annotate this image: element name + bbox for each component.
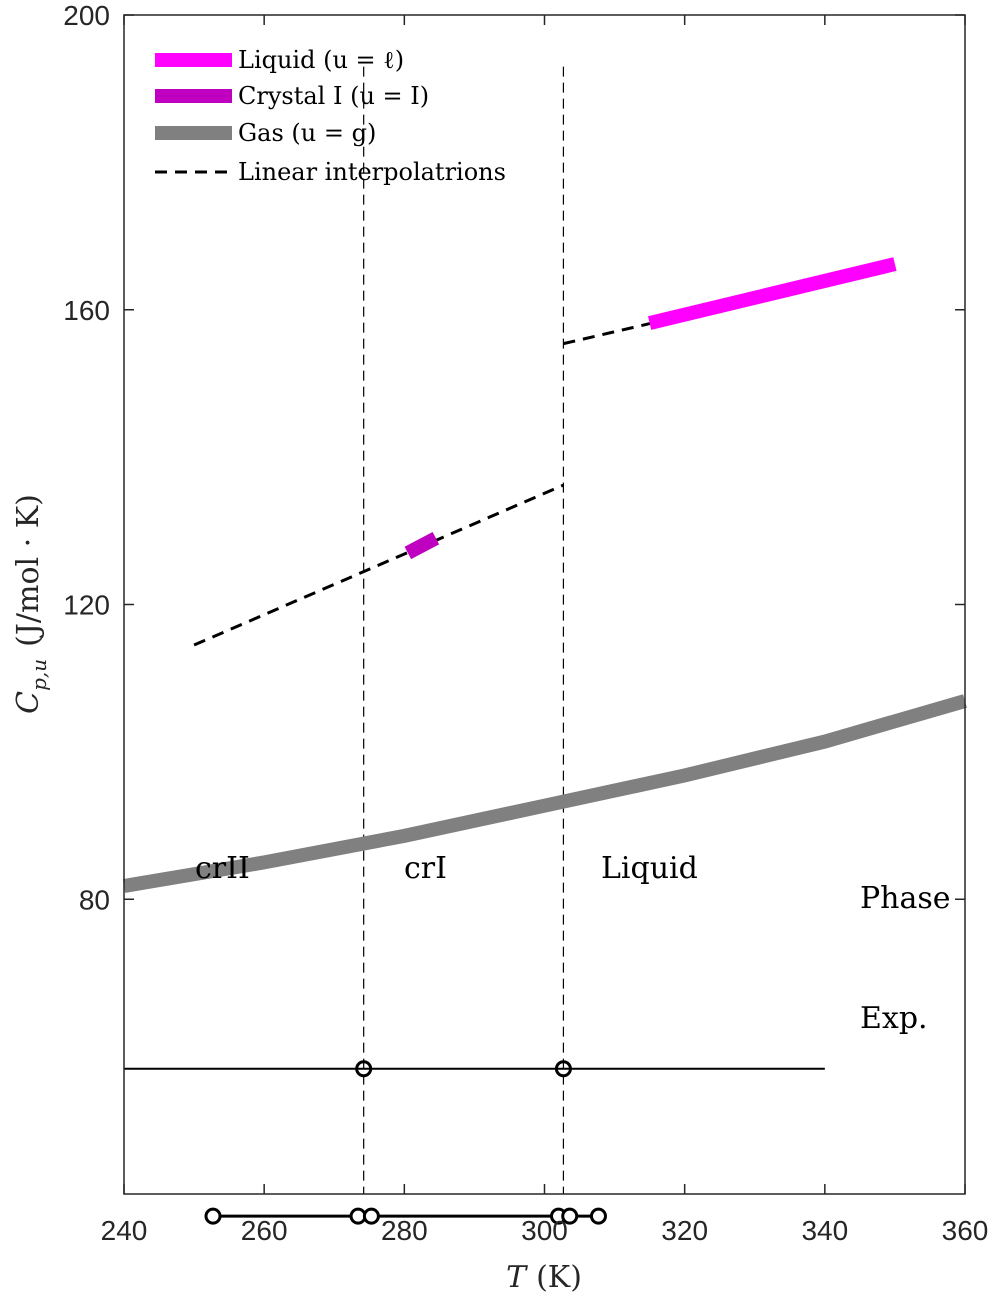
exp-marker-5 <box>589 1207 607 1225</box>
exp-marker-0 <box>204 1207 222 1225</box>
x-ticks: 240 260 280 300 320 340 360 <box>101 15 989 1246</box>
plot-area <box>124 15 965 1194</box>
x-tick-label-360: 360 <box>942 1215 989 1246</box>
phase-labels: crII crI Liquid <box>195 851 698 886</box>
exp-row-label: Exp. <box>860 1001 928 1036</box>
gas-curve <box>122 694 967 893</box>
crystal-curve <box>404 531 440 560</box>
phase-line <box>124 1060 825 1078</box>
x-axis-unit: (K) <box>536 1260 582 1295</box>
legend: Liquid (u = ℓ) Crystal I (u = I) Gas (u … <box>155 46 506 186</box>
phase-label-liquid: Liquid <box>601 851 698 886</box>
y-tick-label-160: 160 <box>63 295 110 326</box>
legend-label-gas: Gas (u = g) <box>238 119 376 147</box>
phase-marker-0 <box>355 1060 373 1078</box>
phase-label-crI: crI <box>404 851 447 886</box>
crystal-series <box>404 531 440 560</box>
phase-label-crII: crII <box>195 851 250 886</box>
y-axis-var: C <box>11 691 46 714</box>
x-tick-label-320: 320 <box>661 1215 708 1246</box>
x-axis-label: T (K) <box>506 1260 582 1295</box>
y-axis-sub: p,u <box>27 659 51 691</box>
legend-label-liquid: Liquid (u = ℓ) <box>238 46 404 74</box>
x-tick-label-340: 340 <box>801 1215 848 1246</box>
phase-marker-1 <box>554 1060 572 1078</box>
exp-line <box>204 1207 607 1225</box>
exp-marker-4 <box>561 1207 579 1225</box>
y-tick-label-80: 80 <box>79 884 110 915</box>
y-tick-label-200: 200 <box>63 0 110 31</box>
y-ticks: 80 120 160 200 <box>63 0 965 915</box>
interp-segment-0 <box>193 483 565 647</box>
y-tick-label-120: 120 <box>63 590 110 621</box>
liquid-series <box>647 257 897 330</box>
legend-label-interp: Linear interpolatrions <box>238 158 506 186</box>
x-tick-label-300: 300 <box>521 1215 568 1246</box>
x-axis-var: T <box>506 1260 528 1295</box>
liquid-curve <box>647 257 897 330</box>
gas-series <box>122 694 967 893</box>
x-tick-label-260: 260 <box>241 1215 288 1246</box>
x-tick-label-240: 240 <box>101 1215 148 1246</box>
transition-lines <box>363 66 565 1194</box>
y-axis-label: Cp,u (J/mol · K) <box>11 494 51 714</box>
exp-marker-2 <box>362 1207 380 1225</box>
y-axis-unit: (J/mol · K) <box>11 494 46 647</box>
legend-label-crystal: Crystal I (u = I) <box>238 82 429 110</box>
phase-row-label: Phase <box>860 881 951 916</box>
interpolation-series <box>193 315 678 647</box>
x-tick-label-280: 280 <box>381 1215 428 1246</box>
